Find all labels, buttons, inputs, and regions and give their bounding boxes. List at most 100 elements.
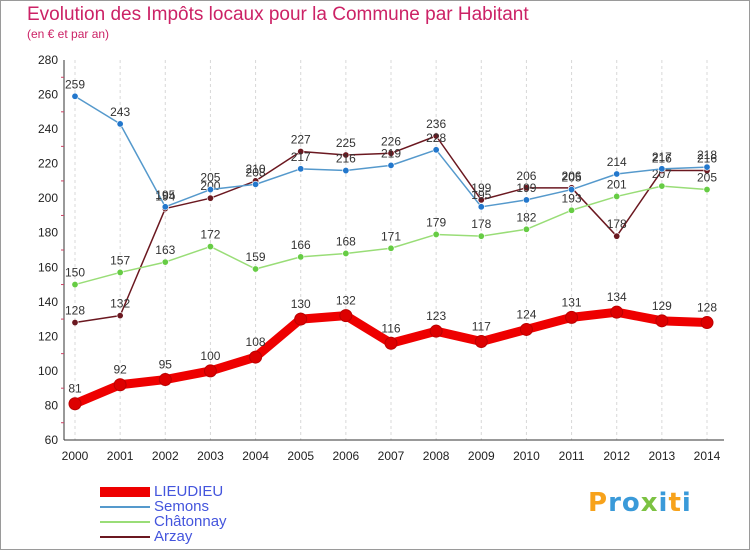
x-tick-label: 2013: [649, 449, 676, 463]
y-tick-label: 240: [38, 122, 58, 136]
data-label-chatonnay: 166: [291, 238, 311, 252]
data-point-chatonnay: [568, 206, 576, 214]
data-point-arzay: [432, 132, 440, 140]
data-point-semons: [568, 186, 576, 194]
data-point-lieudieu: [158, 373, 172, 387]
data-label-lieudieu: 124: [516, 307, 536, 321]
data-label-lieudieu: 130: [291, 297, 311, 311]
data-label-chatonnay: 157: [110, 253, 130, 267]
legend-label-semons: Semons: [154, 498, 210, 515]
data-point-chatonnay: [116, 268, 124, 276]
data-label-semons: 259: [65, 77, 85, 91]
data-point-arzay: [477, 196, 485, 204]
x-tick-label: 2003: [197, 449, 224, 463]
data-label-lieudieu: 92: [113, 363, 127, 377]
y-tick-label: 80: [45, 398, 59, 412]
data-label-semons: 219: [381, 146, 401, 160]
data-label-chatonnay: 201: [607, 177, 627, 191]
data-point-lieudieu: [249, 350, 263, 364]
data-point-lieudieu: [700, 316, 714, 330]
data-label-arzay: 226: [381, 134, 401, 148]
data-label-lieudieu: 131: [562, 295, 582, 309]
data-point-lieudieu: [384, 336, 398, 350]
data-label-lieudieu: 108: [246, 335, 266, 349]
proxiti-logo[interactable]: Proxiti: [588, 488, 692, 518]
data-point-semons: [161, 203, 169, 211]
data-point-chatonnay: [613, 192, 621, 200]
data-point-lieudieu: [203, 364, 217, 378]
y-tick-label: 200: [38, 191, 58, 205]
data-point-lieudieu: [474, 335, 488, 349]
data-label-chatonnay: 193: [562, 191, 582, 205]
y-tick-label: 260: [38, 88, 58, 102]
data-point-semons: [252, 180, 260, 188]
data-label-lieudieu: 116: [381, 321, 400, 335]
data-point-arzay: [522, 184, 530, 192]
x-tick-label: 2002: [152, 449, 179, 463]
data-point-chatonnay: [342, 249, 350, 257]
data-label-semons: 205: [562, 171, 582, 185]
x-tick-label: 2000: [62, 449, 89, 463]
data-point-semons: [297, 165, 305, 173]
data-point-chatonnay: [703, 186, 711, 194]
data-label-lieudieu: 95: [159, 358, 173, 372]
data-point-semons: [342, 167, 350, 175]
logo-letter: P: [588, 488, 609, 518]
x-tick-label: 2001: [107, 449, 134, 463]
data-label-semons: 195: [155, 188, 175, 202]
data-point-arzay: [206, 194, 214, 202]
x-tick-label: 2005: [287, 449, 314, 463]
data-point-arzay: [116, 312, 124, 320]
x-tick-label: 2008: [423, 449, 450, 463]
legend-label-lieudieu: LIEUDIEU: [154, 483, 224, 500]
y-tick-label: 140: [38, 295, 58, 309]
x-tick-label: 2007: [378, 449, 405, 463]
x-tick-label: 2010: [513, 449, 540, 463]
data-point-semons: [206, 186, 214, 194]
x-tick-label: 2009: [468, 449, 495, 463]
y-tick-label: 120: [38, 329, 58, 343]
data-label-lieudieu: 81: [68, 382, 82, 396]
x-tick-label: 2006: [333, 449, 360, 463]
data-point-semons: [387, 161, 395, 169]
data-point-arzay: [342, 151, 350, 159]
x-tick-label: 2012: [603, 449, 630, 463]
data-label-semons: 243: [110, 105, 130, 119]
legend-item-arzay[interactable]: Arzay: [100, 528, 300, 545]
data-point-lieudieu: [655, 314, 669, 328]
data-label-arzay: 128: [65, 304, 85, 318]
legend-item-lieudieu[interactable]: LIEUDIEU: [100, 483, 300, 500]
logo-letter: i: [681, 488, 692, 518]
x-tick-label: 2014: [694, 449, 721, 463]
data-point-semons: [522, 196, 530, 204]
data-label-chatonnay: 172: [200, 228, 220, 242]
legend-label-chatonnay: Châtonnay: [154, 513, 227, 530]
data-point-lieudieu: [565, 310, 579, 324]
data-point-semons: [477, 203, 485, 211]
data-point-arzay: [71, 319, 79, 327]
legend-item-semons[interactable]: Semons: [100, 498, 300, 515]
data-point-chatonnay: [206, 243, 214, 251]
data-point-lieudieu: [519, 322, 533, 336]
y-tick-label: 100: [38, 364, 58, 378]
data-label-semons: 228: [426, 131, 446, 145]
data-label-arzay: 227: [291, 133, 311, 147]
y-tick-label: 180: [38, 226, 58, 240]
data-label-arzay: 225: [336, 136, 356, 150]
data-label-chatonnay: 171: [381, 229, 401, 243]
legend-item-chatonnay[interactable]: Châtonnay: [100, 513, 300, 530]
legend-label-arzay: Arzay: [154, 528, 193, 545]
data-label-arzay: 210: [246, 162, 266, 176]
data-label-chatonnay: 182: [516, 210, 536, 224]
data-label-chatonnay: 159: [246, 250, 266, 264]
data-point-lieudieu: [339, 309, 353, 323]
legend: LIEUDIEU Semons Châtonnay Arzay: [100, 483, 300, 545]
legend-swatch-chatonnay: [100, 521, 150, 523]
data-point-chatonnay: [522, 225, 530, 233]
logo-letter: r: [608, 488, 622, 518]
logo-letter: i: [658, 488, 669, 518]
y-tick-label: 280: [38, 53, 58, 67]
data-point-chatonnay: [387, 244, 395, 252]
data-label-semons: 208: [246, 165, 266, 179]
